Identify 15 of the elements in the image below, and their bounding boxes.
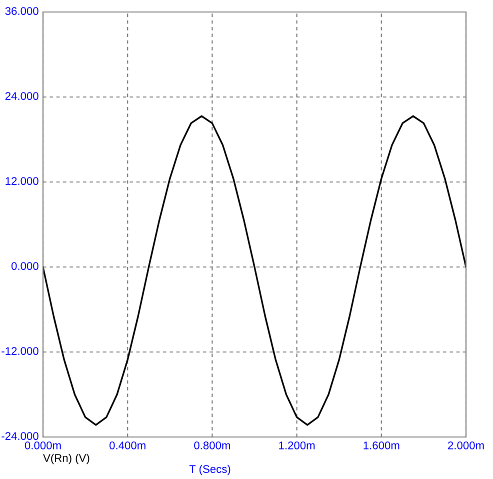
x-tick-label: 0.000m bbox=[24, 441, 61, 450]
text: V(Rn) (V) bbox=[43, 454, 90, 464]
y-tick-label: -24.000 bbox=[2, 432, 38, 440]
x-tick-label: 1.200m bbox=[279, 441, 315, 450]
x-tick-label: 1.600m bbox=[364, 441, 400, 450]
x-tick-label: 2.000m bbox=[448, 441, 484, 450]
y-tick-label: 0.000 bbox=[11, 262, 38, 270]
x-axis-title: T (Secs) bbox=[189, 464, 230, 476]
y-tick-label: 24.000 bbox=[5, 92, 38, 100]
y-tick-label: 12.000 bbox=[6, 177, 38, 185]
y-tick-label: 36.000 bbox=[5, 7, 38, 15]
y-tick-label: -12.000 bbox=[2, 347, 38, 355]
line-series bbox=[43, 115, 466, 426]
x-tick-label: 0.800m bbox=[194, 441, 230, 450]
x-tick-label: 0.400m bbox=[110, 441, 146, 450]
